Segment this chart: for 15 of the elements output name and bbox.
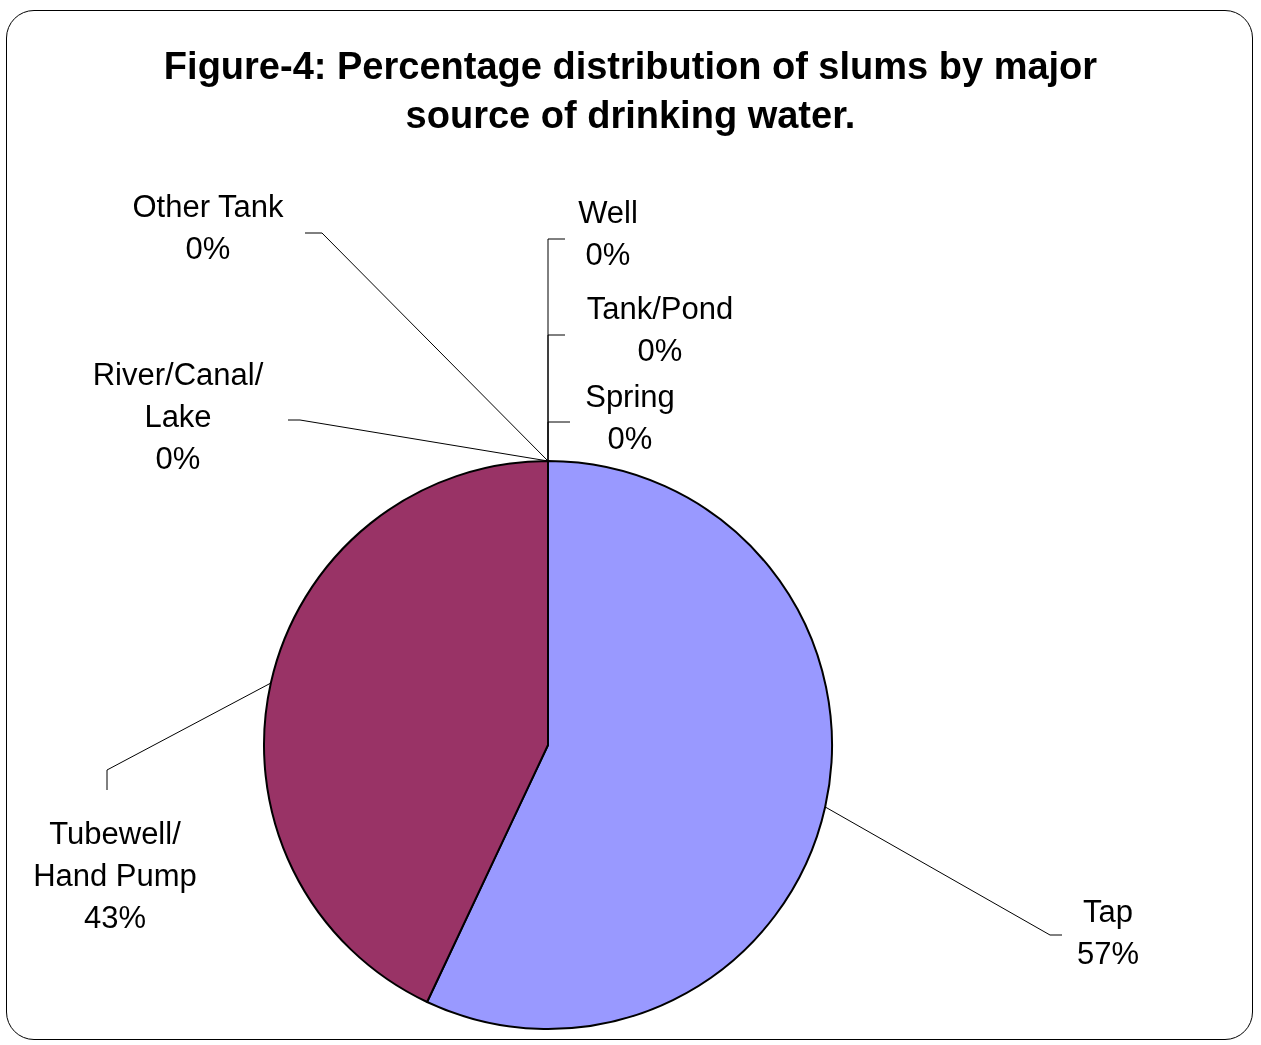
- chart-title: Figure-4: Percentage distribution of slums by major source of drinking water.: [162, 44, 1099, 138]
- slice-label: Tap: [1083, 893, 1133, 929]
- slice-label: Tubewell/ Hand Pump: [33, 815, 197, 893]
- text: 0%: [585, 236, 631, 272]
- text: 0%: [637, 332, 683, 368]
- text: 0%: [607, 420, 653, 456]
- text: 0%: [185, 230, 231, 266]
- data-label: 43%: [83, 899, 147, 935]
- text: 0%: [155, 440, 201, 476]
- data-label: 57%: [1076, 935, 1140, 971]
- category-label: Spring: [585, 378, 675, 414]
- category-label: Tank/Pond: [586, 290, 734, 326]
- category-label: Other Tank: [132, 188, 284, 224]
- category-label: Well: [578, 194, 638, 230]
- category-label: River/Canal/ Lake: [92, 356, 264, 434]
